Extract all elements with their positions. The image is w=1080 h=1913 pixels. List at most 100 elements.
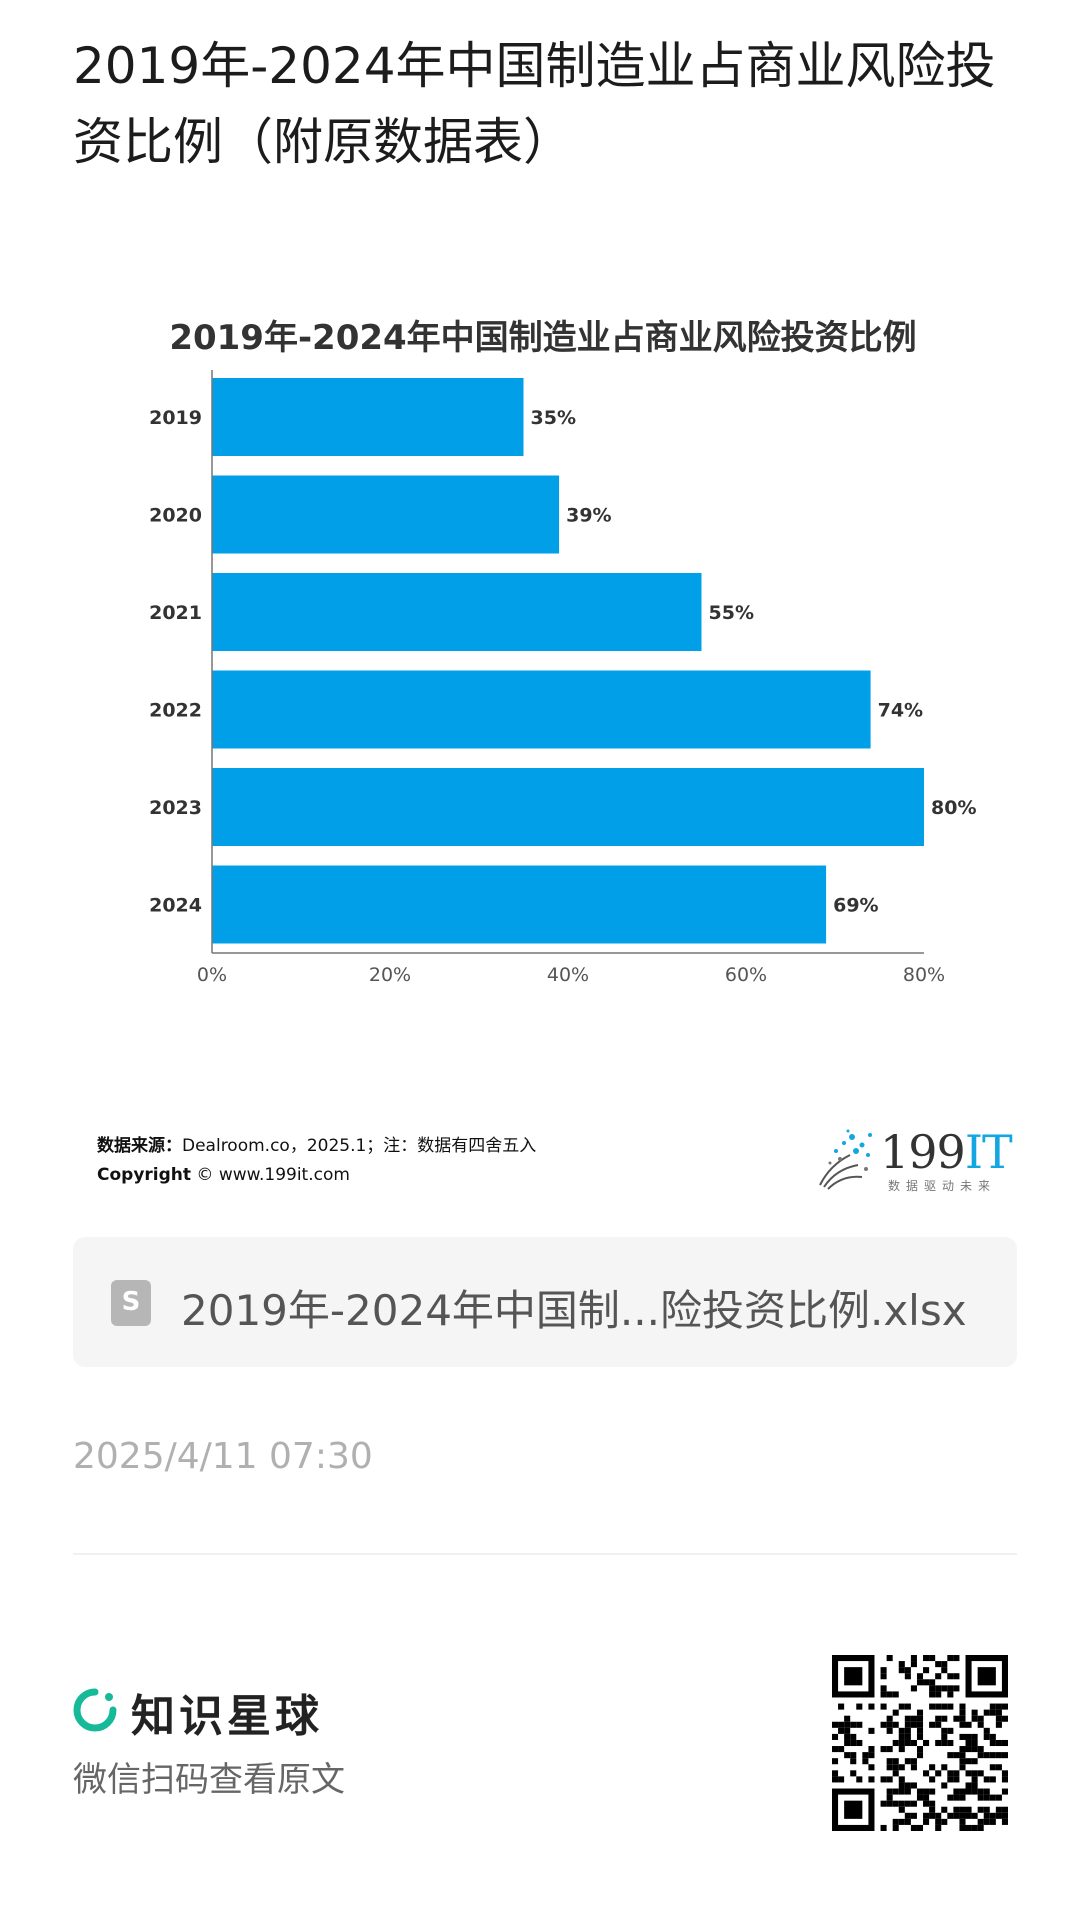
qr-module: [995, 1739, 1002, 1747]
qr-module: [989, 1703, 996, 1710]
qr-module: [1001, 1715, 1008, 1722]
qr-module: [941, 1715, 948, 1722]
qr-module: [886, 1727, 893, 1734]
qr-module: [916, 1673, 924, 1680]
qr-module: [856, 1721, 863, 1728]
qr-module: [886, 1715, 893, 1722]
attachment-card[interactable]: S 2019年-2024年中国制...险投资比例.xlsx: [73, 1237, 1017, 1367]
qr-module: [898, 1746, 905, 1753]
qr-module: [1001, 1739, 1008, 1747]
qr-module: [1001, 1812, 1008, 1819]
bar-2022: [212, 670, 871, 749]
qr-module: [983, 1788, 990, 1795]
qr-module: [868, 1764, 875, 1771]
qr-module: [916, 1824, 924, 1831]
logo-tagline: 数据驱动未来: [888, 1179, 997, 1193]
qr-module: [983, 1812, 990, 1819]
qr-module: [971, 1812, 978, 1819]
qr-module: [995, 1709, 1002, 1716]
qr-module: [904, 1782, 911, 1789]
qr-module: [971, 1776, 978, 1783]
bar-2019: [212, 378, 524, 456]
qr-module: [916, 1788, 924, 1795]
qr-module: [892, 1721, 899, 1728]
qr-module: [935, 1685, 942, 1692]
qr-module: [953, 1794, 960, 1801]
qr-module: [941, 1739, 948, 1747]
qr-module: [935, 1703, 942, 1710]
qr-module: [989, 1776, 996, 1783]
qr-module: [971, 1782, 978, 1789]
qr-module: [898, 1727, 905, 1734]
qr-module: [947, 1727, 954, 1734]
qr-module: [929, 1685, 936, 1692]
qr-module: [898, 1788, 905, 1795]
qr-module: [953, 1673, 960, 1680]
qr-module: [959, 1806, 966, 1813]
qr-module: [929, 1703, 936, 1710]
x-tick-label: 60%: [725, 964, 767, 986]
qr-module: [977, 1746, 984, 1753]
qr-module: [844, 1733, 851, 1740]
qr-module: [850, 1752, 857, 1759]
qr-module: [965, 1788, 972, 1795]
qr-module: [904, 1758, 911, 1765]
qr-module: [850, 1721, 857, 1728]
attachment-filename[interactable]: 2019年-2024年中国制...险投资比例.xlsx: [181, 1286, 967, 1335]
qr-module: [959, 1715, 966, 1722]
qr-module: [904, 1800, 911, 1807]
qr-module: [844, 1721, 851, 1728]
qr-module: [904, 1715, 911, 1722]
qr-module: [1001, 1776, 1008, 1783]
qr-module: [838, 1727, 845, 1734]
chart-title: 2019年-2024年中国制造业占商业风险投资比例: [169, 318, 917, 358]
qr-module: [898, 1667, 905, 1674]
qr-module: [977, 1721, 984, 1728]
qr-module: [959, 1824, 966, 1831]
qr-module: [947, 1812, 954, 1819]
qr-module: [844, 1739, 851, 1747]
qr-module: [886, 1764, 893, 1771]
copyright-text: © www.199it.com: [196, 1165, 350, 1185]
qr-module: [941, 1667, 948, 1674]
qr-module: [850, 1739, 857, 1747]
qr-module: [959, 1794, 966, 1801]
qr-module: [965, 1770, 972, 1777]
qr-module: [983, 1776, 990, 1783]
qr-module: [910, 1715, 917, 1722]
qr-code[interactable]: [832, 1655, 1008, 1831]
qr-module: [965, 1824, 972, 1831]
qr-module: [935, 1715, 942, 1722]
qr-module: [868, 1776, 875, 1783]
qr-module: [892, 1800, 899, 1807]
qr-module: [935, 1661, 942, 1668]
qr-module: [941, 1806, 948, 1813]
qr-module: [856, 1703, 863, 1710]
qr-module: [898, 1739, 905, 1747]
qr-module: [923, 1770, 930, 1777]
qr-module: [959, 1703, 966, 1710]
qr-module: [868, 1752, 875, 1759]
qr-module: [929, 1800, 936, 1807]
copyright-label: Copyright: [97, 1165, 192, 1185]
qr-module: [983, 1733, 990, 1740]
qr-module: [959, 1752, 966, 1759]
bar-2020: [212, 475, 560, 554]
qr-module: [910, 1721, 917, 1728]
qr-module: [959, 1746, 966, 1753]
category-label-2023: 2023: [149, 797, 202, 819]
qr-module: [880, 1673, 887, 1680]
qr-module: [953, 1806, 960, 1813]
qr-module: [983, 1818, 990, 1825]
qr-module: [850, 1758, 857, 1765]
qr-module: [965, 1739, 972, 1747]
category-label-2022: 2022: [149, 700, 202, 722]
qr-module: [898, 1764, 905, 1771]
qr-module: [941, 1703, 948, 1710]
qr-module: [916, 1733, 924, 1740]
qr-module: [989, 1739, 996, 1747]
qr-module: [850, 1733, 857, 1740]
qr-module: [886, 1788, 893, 1795]
qr-module: [886, 1758, 893, 1765]
qr-module: [910, 1812, 917, 1819]
